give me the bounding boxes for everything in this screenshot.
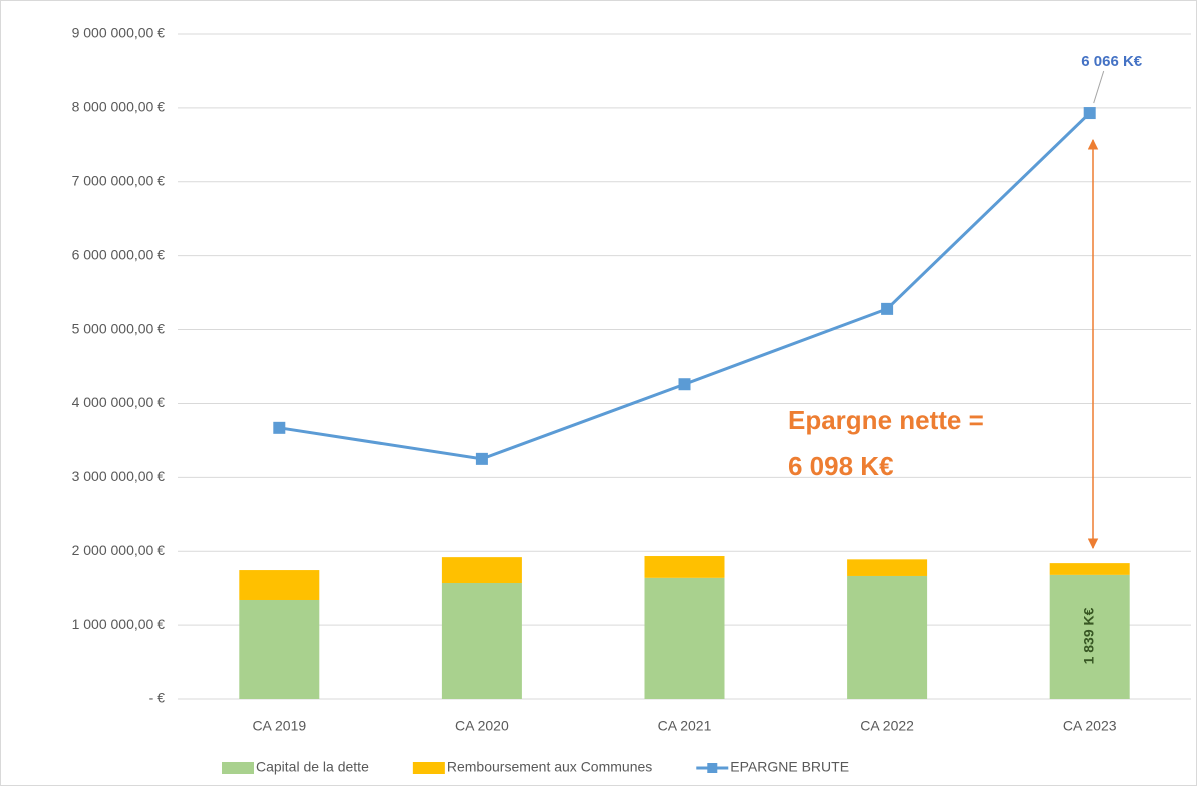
legend-swatch — [222, 762, 254, 774]
x-tick-label: CA 2019 — [252, 718, 306, 734]
bar — [644, 577, 725, 699]
line-marker — [1083, 107, 1096, 120]
y-tick-label: 4 000 000,00 € — [72, 394, 166, 410]
x-tick-label: CA 2020 — [455, 718, 509, 734]
y-tick-label: 5 000 000,00 € — [72, 320, 166, 336]
y-tick-label: 1 000 000,00 € — [72, 616, 166, 632]
bar — [239, 570, 320, 600]
bar — [441, 582, 522, 699]
y-tick-label: 7 000 000,00 € — [72, 172, 166, 188]
bar — [1049, 574, 1130, 699]
x-tick-label: CA 2021 — [658, 718, 712, 734]
x-tick-label: CA 2022 — [860, 718, 914, 734]
annotation: Epargne nette = — [788, 405, 984, 435]
x-tick-label: CA 2023 — [1063, 718, 1117, 734]
y-tick-label: 6 000 000,00 € — [72, 246, 166, 262]
bar — [847, 575, 928, 699]
y-tick-label: - € — [149, 690, 166, 706]
bar — [847, 559, 928, 576]
y-tick-label: 2 000 000,00 € — [72, 542, 166, 558]
legend-swatch — [707, 763, 718, 773]
y-tick-label: 3 000 000,00 € — [72, 468, 166, 484]
y-tick-label: 9 000 000,00 € — [72, 25, 166, 41]
legend-label: Capital de la dette — [256, 759, 369, 775]
leader-line — [1093, 70, 1105, 104]
annotation: 6 066 K€ — [1081, 53, 1143, 70]
bar — [239, 599, 320, 699]
bar — [1049, 563, 1130, 575]
legend-swatch — [412, 762, 445, 774]
bar — [441, 557, 522, 583]
line-marker — [881, 302, 894, 315]
line-marker — [475, 452, 488, 465]
y-tick-label: 8 000 000,00 € — [72, 99, 166, 115]
line-marker — [273, 421, 286, 434]
bar — [644, 556, 725, 578]
annotation: 6 098 K€ — [788, 451, 894, 481]
annotation: 1 839 K€ — [1080, 607, 1096, 664]
legend-label: Remboursement aux Communes — [447, 759, 652, 775]
legend-label: EPARGNE BRUTE — [730, 759, 849, 775]
line-marker — [678, 378, 691, 391]
